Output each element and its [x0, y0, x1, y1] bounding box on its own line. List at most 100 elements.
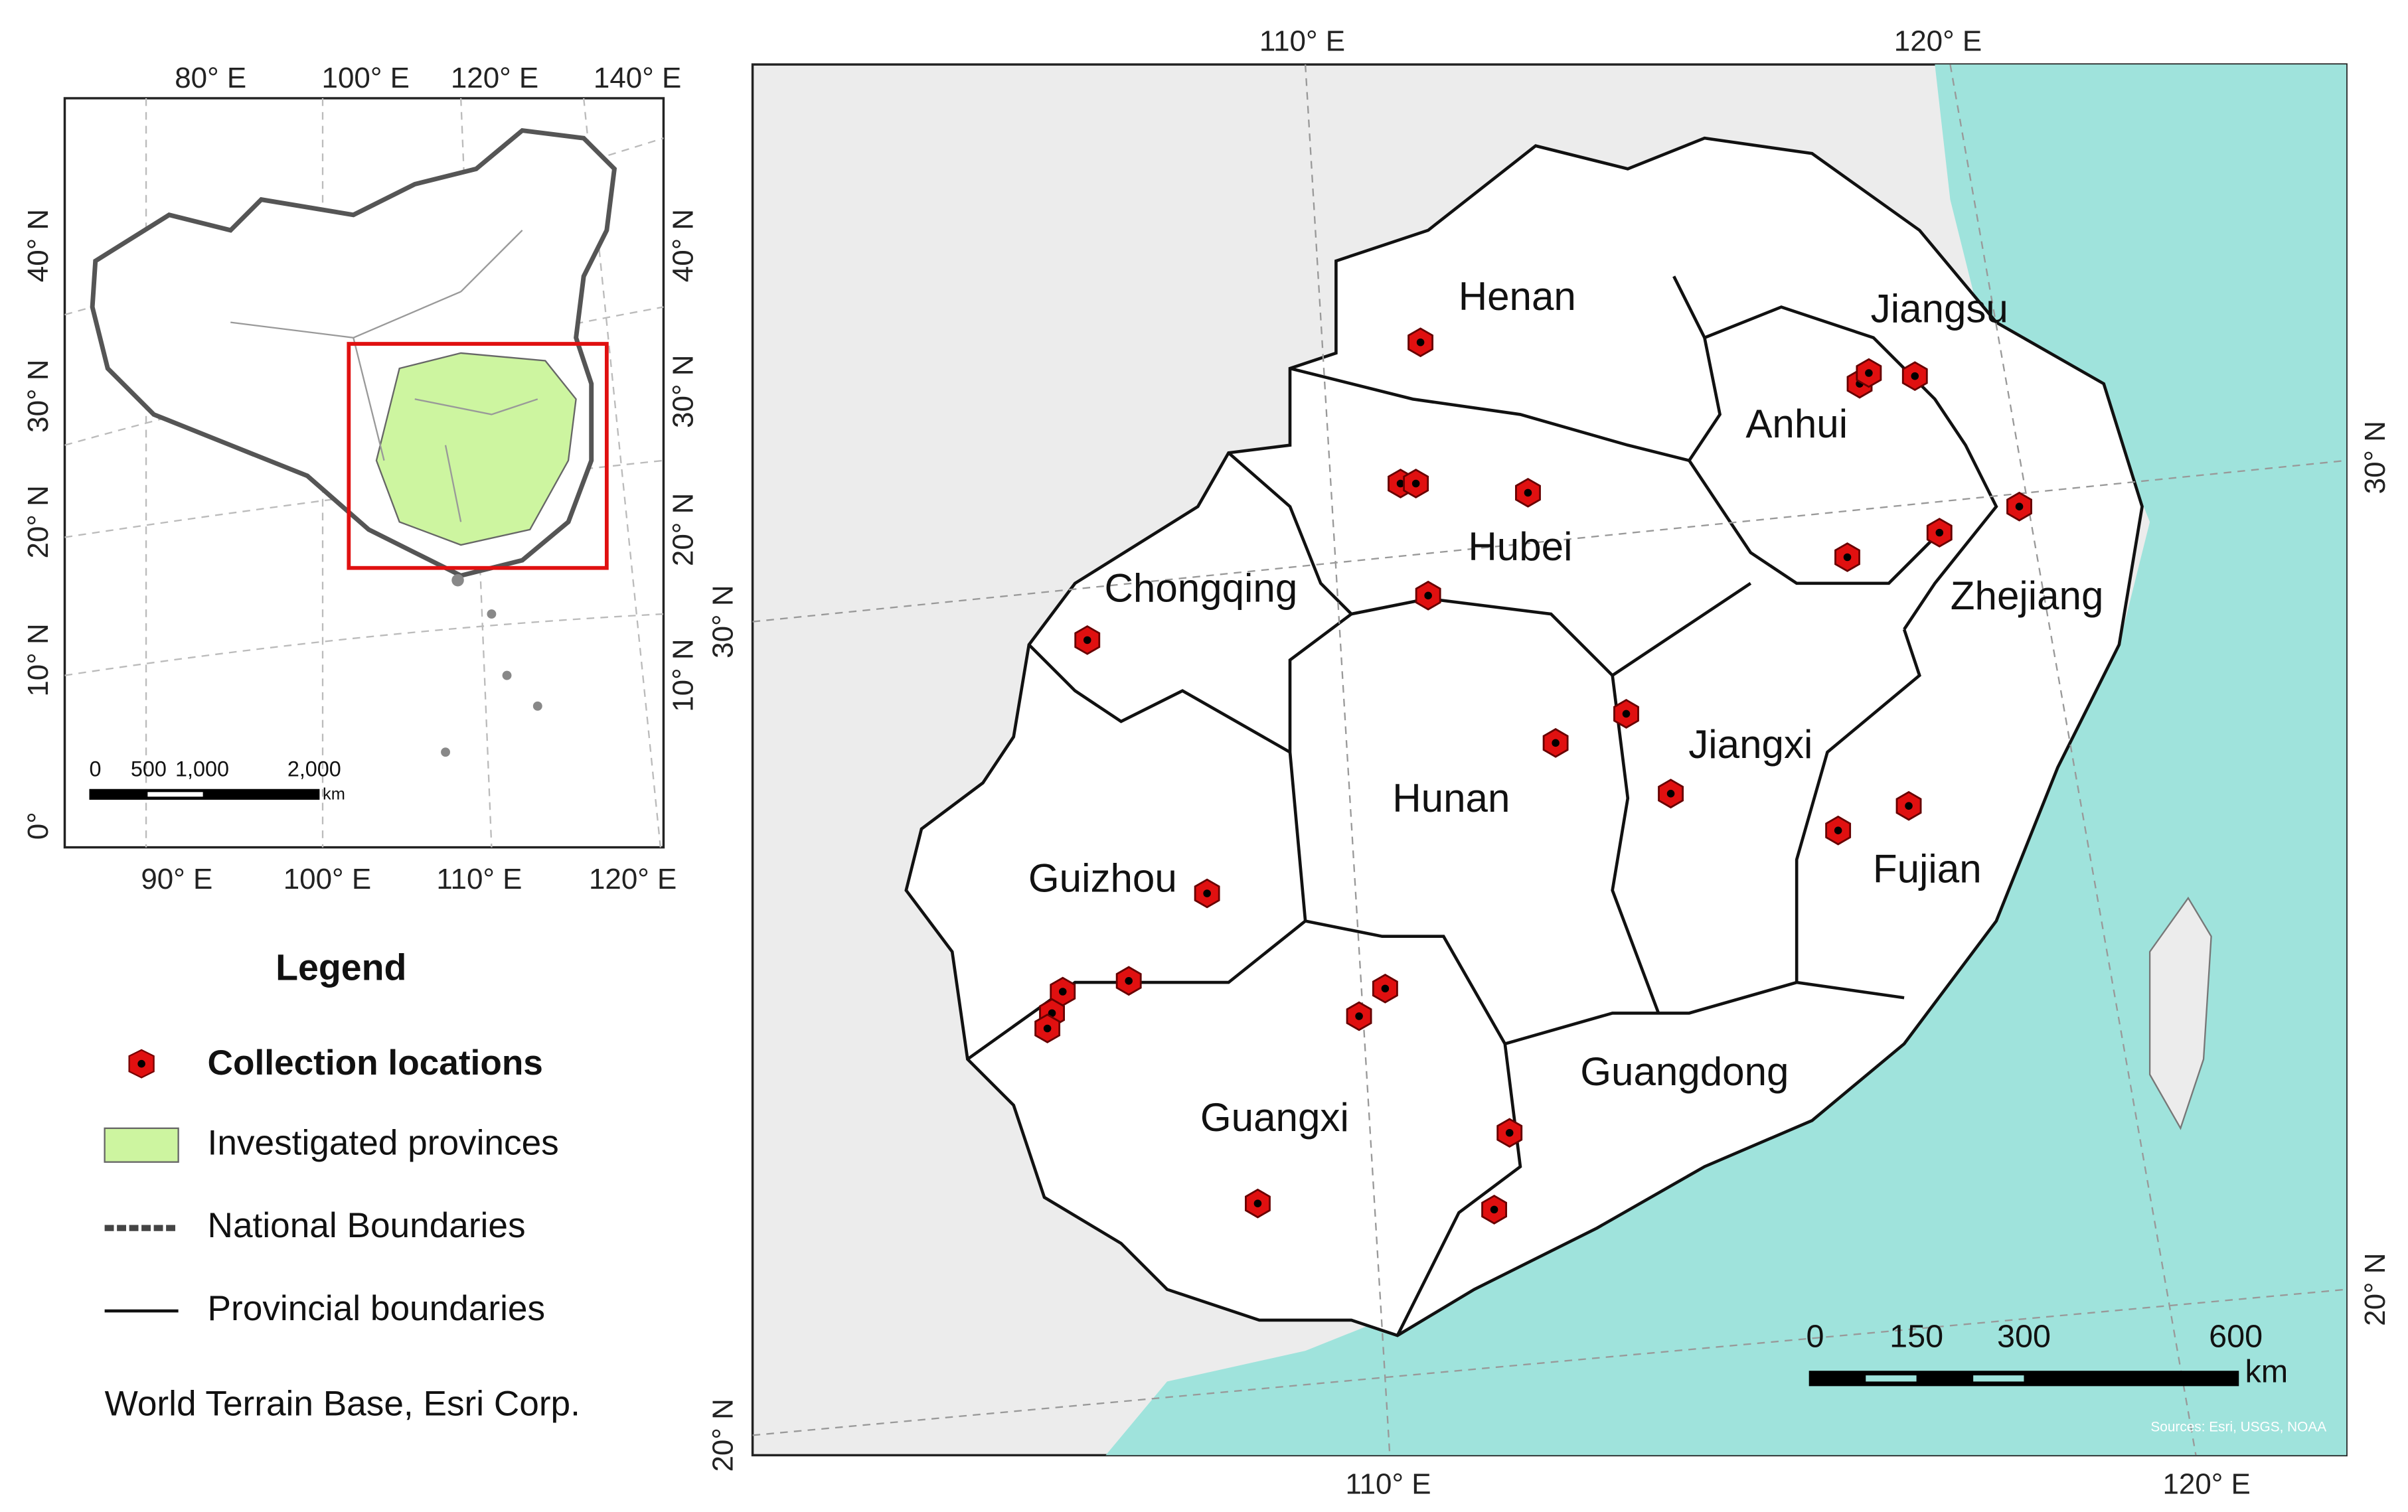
map-shape [451, 573, 464, 587]
collection-marker-dot [1396, 479, 1405, 488]
legend-title: Legend [276, 946, 406, 988]
map-shape [1973, 1375, 2024, 1382]
inset-scale-label: 0 [89, 757, 101, 781]
scale-unit: km [2245, 1354, 2288, 1390]
collection-marker-dot [1083, 636, 1091, 644]
collection-marker-dot [1843, 553, 1852, 562]
inset-top-label: 100° E [322, 62, 410, 94]
map-shape [1795, 629, 1921, 983]
inset-scale-label: 500 [131, 757, 167, 781]
inset-bottom-label: 110° E [436, 863, 522, 895]
inset-top-label: 120° E [451, 62, 538, 94]
province-label: Anhui [1745, 402, 1848, 446]
inset-right-label: 40° N [667, 209, 699, 282]
map-shape [460, 230, 523, 293]
map-shape [441, 573, 542, 757]
map-shape: 0 500 1,000 2,000 km [89, 757, 345, 804]
collection-marker-dot [1043, 1024, 1052, 1033]
collection-marker-dot [1048, 1009, 1056, 1018]
collection-marker-dot [1355, 1012, 1363, 1020]
map-shape [1105, 64, 2347, 1456]
inset-top-label: 140° E [594, 62, 681, 94]
legend-symbol [104, 1127, 179, 1163]
map-shape [347, 342, 609, 570]
map-shape [1611, 675, 1660, 1014]
map-shape [1866, 1375, 1917, 1382]
main-left-label: 20° N [707, 1399, 740, 1472]
province-label: Hubei [1468, 524, 1572, 569]
main-map [751, 63, 2348, 1457]
map-shape [441, 747, 450, 757]
map-shape [353, 337, 385, 461]
map-shape [444, 445, 462, 522]
map-shape: 0 150 300 600 km [1806, 1318, 2288, 1389]
collection-marker-dot [1935, 528, 1944, 537]
map-shape [487, 609, 497, 619]
map-shape [147, 792, 203, 797]
map-shape [752, 459, 2347, 623]
collection-marker-dot [2015, 502, 2024, 510]
collection-marker-dot [1865, 369, 1873, 377]
province-label: Guangdong [1580, 1049, 1789, 1094]
map-shape [502, 670, 512, 680]
inset-scale-label: 2,000 [287, 757, 341, 781]
map-shape [1704, 305, 1998, 631]
inset-left-label: 20° N [22, 485, 54, 558]
map-shape: Henan Jiangsu Anhui Hubei Chongqing Zhejiang J… [1028, 274, 2103, 1140]
scale-label: 150 [1889, 1318, 1943, 1354]
inset-right-label: 30° N [667, 355, 699, 428]
inset-left-label: 40° N [22, 209, 54, 282]
map-shape [1949, 64, 2197, 1456]
province-label: Zhejiang [1951, 573, 2104, 618]
collection-marker-dot [1505, 1128, 1514, 1137]
map-shape [2148, 896, 2212, 1130]
map-shape [904, 136, 2144, 1337]
province-label: Chongqing [1104, 566, 1297, 610]
collection-marker-dot [1058, 988, 1067, 996]
map-shape [1288, 613, 1905, 1046]
collection-marker-dot [1381, 984, 1390, 993]
inset-bottom-label: 120° E [589, 863, 677, 895]
collection-marker-dot [1416, 338, 1425, 346]
collection-marker-dot [1125, 977, 1133, 985]
legend-item: Investigated provinces [208, 1123, 559, 1162]
collection-marker-dot [1411, 479, 1420, 488]
collection-marker-dot [1834, 826, 1842, 834]
main-top-label: 120° E [1894, 25, 1982, 57]
legend-item: National Boundaries [208, 1206, 526, 1245]
legend-item: Collection locations [208, 1043, 543, 1083]
collection-marker-dot [1253, 1199, 1262, 1207]
main-bottom-label: 110° E [1345, 1468, 1431, 1500]
map-shape [230, 230, 538, 522]
main-top-label: 110° E [1259, 25, 1345, 57]
inset-bottom-label: 100° E [283, 863, 371, 895]
province-label: Jiangxi [1688, 722, 1812, 767]
province-label: Jiangsu [1871, 286, 2008, 331]
collection-marker-dot [1424, 591, 1432, 600]
collection-marker-dot [1552, 739, 1560, 747]
inset-top-label: 80° E [175, 62, 246, 94]
collection-marker-dot [1911, 372, 1919, 380]
map-shape [1304, 64, 1391, 1456]
scale-label: 600 [2209, 1318, 2263, 1354]
map-shape [1028, 643, 1291, 754]
map-shape [89, 789, 320, 800]
collection-marker-dot [1666, 789, 1675, 798]
map-shape [1396, 1043, 1522, 1337]
inset-left-label: 0° [22, 812, 54, 840]
main-right-label: 30° N [2359, 421, 2391, 494]
collection-marker-dot [1524, 489, 1532, 497]
map-shape [967, 275, 1998, 1337]
inset-left-label: 30° N [22, 359, 54, 432]
inset-scale-label: 1,000 [175, 757, 229, 781]
inset-right-label: 10° N [667, 639, 699, 712]
province-label: Hunan [1392, 776, 1510, 820]
collection-marker-dot [1203, 889, 1211, 897]
scale-label: 300 [1997, 1318, 2051, 1354]
province-label: Henan [1459, 274, 1576, 319]
inset-left-label: 10° N [22, 623, 54, 696]
collection-marker-dot [1622, 710, 1631, 718]
main-left-label: 30° N [707, 585, 740, 658]
collection-marker-dot [1905, 802, 1913, 810]
province-label: Guangxi [1200, 1095, 1349, 1140]
